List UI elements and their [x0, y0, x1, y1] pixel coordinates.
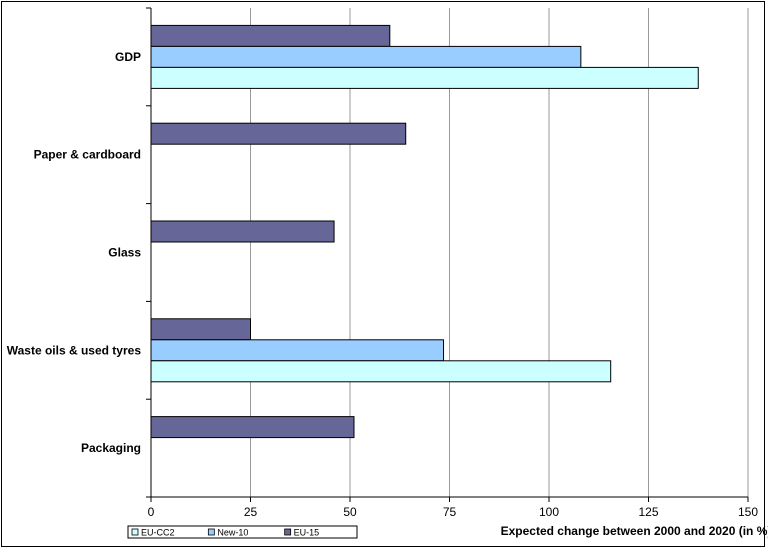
bar-eu-15: [150, 416, 355, 439]
bar-eu-cc2: [150, 66, 699, 89]
x-tick-label: 100: [539, 505, 559, 519]
category-label: Glass: [108, 246, 141, 260]
gridlines: [250, 8, 749, 497]
bar-eu-15: [150, 24, 391, 47]
x-tick-label: 25: [244, 505, 258, 519]
category-label: Paper & cardboard: [34, 148, 141, 162]
axes: [146, 7, 749, 502]
bar-eu-cc2: [150, 360, 612, 383]
bar-eu-15: [150, 122, 407, 145]
bar-eu-15: [150, 220, 335, 243]
x-tick-label: 50: [343, 505, 357, 519]
legend: EU-CC2 New-10 EU-15: [127, 525, 358, 539]
legend-swatch: [284, 528, 292, 536]
category-labels: GDP Paper & cardboard Glass Waste oils & us…: [7, 50, 142, 455]
bar-new-10: [150, 339, 445, 362]
x-tick-label: 125: [638, 505, 658, 519]
x-axis-label: Expected change between 2000 and 2020 (i…: [501, 524, 768, 538]
category-label: Waste oils & used tyres: [7, 343, 142, 357]
x-tick-label: 0: [148, 505, 155, 519]
legend-swatch: [207, 528, 215, 536]
x-tick-label: 150: [738, 505, 758, 519]
bar-eu-15: [150, 318, 251, 341]
category-label: Packaging: [81, 441, 141, 455]
legend-label: New-10: [217, 528, 248, 538]
x-tick-label: 75: [443, 505, 457, 519]
category-label: GDP: [115, 50, 141, 64]
legend-label: EU-15: [294, 528, 320, 538]
legend-box: [127, 525, 358, 539]
bar-new-10: [150, 45, 582, 68]
tick-labels: 0 25 50 75 100 125 150: [148, 505, 759, 519]
bars: [150, 24, 699, 439]
legend-label: EU-CC2: [141, 528, 175, 538]
legend-swatch: [131, 528, 139, 536]
